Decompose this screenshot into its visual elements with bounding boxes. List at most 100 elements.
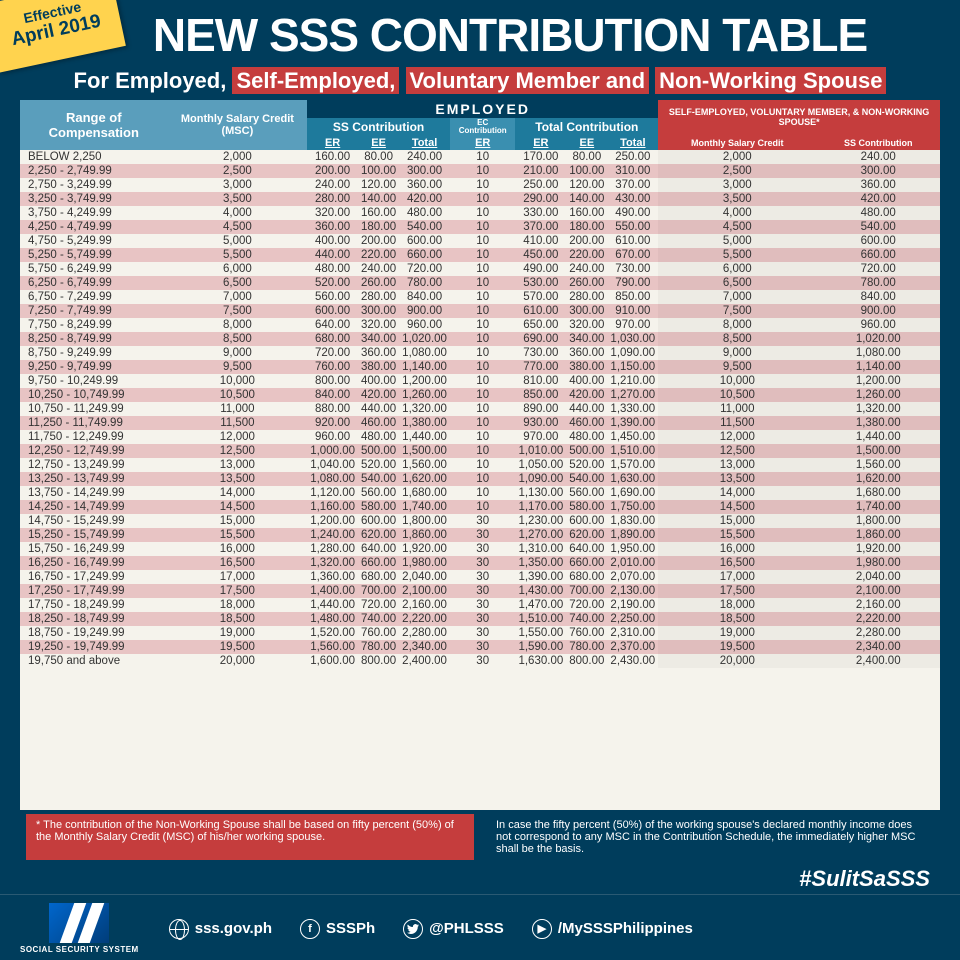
cell-se-ss: 1,320.00: [816, 402, 940, 416]
cell-ss-er: 1,240.00: [307, 528, 358, 542]
hdr-roc: Range of Compensation: [20, 100, 168, 150]
table-row: 5,250 - 5,749.995,500440.00220.00660.001…: [20, 248, 940, 262]
cell-ss-total: 1,980.00: [399, 556, 450, 570]
table-row: 8,250 - 8,749.998,500680.00340.001,020.0…: [20, 332, 940, 346]
cell-roc: 6,250 - 6,749.99: [20, 276, 168, 290]
cell-tc-total: 910.00: [607, 304, 658, 318]
cell-se-msc: 2,500: [658, 164, 816, 178]
cell-ss-total: 720.00: [399, 262, 450, 276]
cell-ss-ee: 240.00: [358, 262, 399, 276]
cell-roc: 11,750 - 12,249.99: [20, 430, 168, 444]
youtube-link[interactable]: ▶ /MySSSPhilippines: [532, 919, 693, 939]
cell-se-ss: 300.00: [816, 164, 940, 178]
cell-se-msc: 14,000: [658, 486, 816, 500]
cell-se-ss: 1,920.00: [816, 542, 940, 556]
cell-tc-er: 530.00: [515, 276, 566, 290]
cell-msc: 10,000: [168, 374, 308, 388]
cell-se-msc: 15,500: [658, 528, 816, 542]
cell-ec-er: 10: [450, 164, 516, 178]
cell-roc: 15,750 - 16,249.99: [20, 542, 168, 556]
cell-ss-total: 1,080.00: [399, 346, 450, 360]
cell-ss-total: 1,740.00: [399, 500, 450, 514]
cell-ss-er: 960.00: [307, 430, 358, 444]
cell-tc-total: 2,310.00: [607, 626, 658, 640]
twitter-link[interactable]: @PHLSSS: [403, 919, 504, 939]
cell-ss-total: 1,560.00: [399, 458, 450, 472]
hdr-tc-ee: EE: [566, 136, 607, 150]
cell-tc-er: 1,170.00: [515, 500, 566, 514]
cell-se-ss: 660.00: [816, 248, 940, 262]
cell-roc: 5,250 - 5,749.99: [20, 248, 168, 262]
cell-tc-ee: 440.00: [566, 402, 607, 416]
cell-msc: 8,500: [168, 332, 308, 346]
cell-se-ss: 2,100.00: [816, 584, 940, 598]
cell-msc: 8,000: [168, 318, 308, 332]
cell-tc-total: 1,210.00: [607, 374, 658, 388]
table-row: 18,750 - 19,249.9919,0001,520.00760.002,…: [20, 626, 940, 640]
cell-ss-er: 680.00: [307, 332, 358, 346]
cell-se-msc: 10,000: [658, 374, 816, 388]
cell-tc-ee: 480.00: [566, 430, 607, 444]
cell-se-ss: 360.00: [816, 178, 940, 192]
cell-ec-er: 10: [450, 458, 516, 472]
cell-ss-total: 2,280.00: [399, 626, 450, 640]
cell-tc-er: 770.00: [515, 360, 566, 374]
cell-ss-total: 2,100.00: [399, 584, 450, 598]
cell-ss-er: 520.00: [307, 276, 358, 290]
cell-ss-ee: 680.00: [358, 570, 399, 584]
cell-tc-ee: 220.00: [566, 248, 607, 262]
globe-icon: [169, 919, 189, 939]
youtube-text: /MySSSPhilippines: [558, 920, 693, 937]
cell-se-ss: 480.00: [816, 206, 940, 220]
cell-ec-er: 10: [450, 402, 516, 416]
cell-tc-er: 650.00: [515, 318, 566, 332]
cell-roc: 7,750 - 8,249.99: [20, 318, 168, 332]
cell-ss-ee: 100.00: [358, 164, 399, 178]
cell-se-ss: 1,080.00: [816, 346, 940, 360]
cell-tc-total: 1,570.00: [607, 458, 658, 472]
cell-tc-total: 970.00: [607, 318, 658, 332]
cell-roc: 12,750 - 13,249.99: [20, 458, 168, 472]
cell-tc-ee: 300.00: [566, 304, 607, 318]
cell-tc-total: 310.00: [607, 164, 658, 178]
cell-se-msc: 13,000: [658, 458, 816, 472]
cell-ss-total: 1,140.00: [399, 360, 450, 374]
cell-ss-total: 1,200.00: [399, 374, 450, 388]
facebook-text: SSSPh: [326, 920, 375, 937]
cell-tc-er: 1,350.00: [515, 556, 566, 570]
cell-roc: 19,750 and above: [20, 654, 168, 668]
cell-tc-er: 250.00: [515, 178, 566, 192]
cell-ec-er: 10: [450, 206, 516, 220]
cell-msc: 19,500: [168, 640, 308, 654]
cell-tc-er: 1,390.00: [515, 570, 566, 584]
cell-ss-ee: 540.00: [358, 472, 399, 486]
cell-tc-er: 850.00: [515, 388, 566, 402]
cell-msc: 19,000: [168, 626, 308, 640]
cell-se-ss: 1,380.00: [816, 416, 940, 430]
cell-roc: 4,250 - 4,749.99: [20, 220, 168, 234]
cell-roc: 8,250 - 8,749.99: [20, 332, 168, 346]
cell-msc: 14,500: [168, 500, 308, 514]
hdr-ss-er: ER: [307, 136, 358, 150]
facebook-icon: f: [300, 919, 320, 939]
cell-se-ss: 540.00: [816, 220, 940, 234]
cell-ec-er: 30: [450, 528, 516, 542]
cell-ss-ee: 800.00: [358, 654, 399, 668]
cell-roc: 18,750 - 19,249.99: [20, 626, 168, 640]
cell-ss-er: 840.00: [307, 388, 358, 402]
cell-se-ss: 2,400.00: [816, 654, 940, 668]
cell-tc-total: 850.00: [607, 290, 658, 304]
cell-roc: 16,750 - 17,249.99: [20, 570, 168, 584]
cell-tc-ee: 240.00: [566, 262, 607, 276]
cell-tc-er: 210.00: [515, 164, 566, 178]
cell-se-msc: 2,000: [658, 150, 816, 164]
table-body: BELOW 2,2502,000160.0080.00240.0010170.0…: [20, 150, 940, 668]
facebook-link[interactable]: f SSSPh: [300, 919, 375, 939]
website-link[interactable]: sss.gov.ph: [169, 919, 272, 939]
cell-se-msc: 14,500: [658, 500, 816, 514]
cell-ss-er: 1,000.00: [307, 444, 358, 458]
cell-ss-er: 240.00: [307, 178, 358, 192]
cell-ss-total: 1,620.00: [399, 472, 450, 486]
table-row: 17,250 - 17,749.9917,5001,400.00700.002,…: [20, 584, 940, 598]
cell-ss-total: 1,680.00: [399, 486, 450, 500]
